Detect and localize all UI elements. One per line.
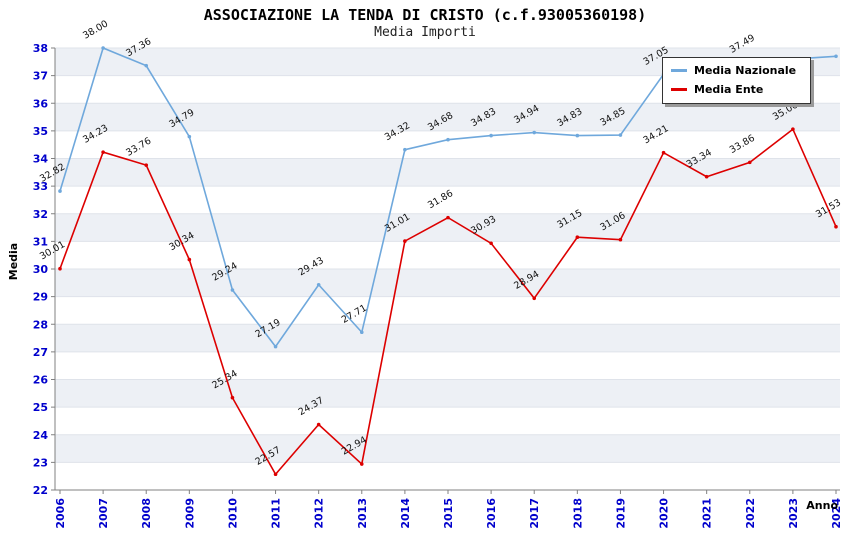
y-tick-label: 22	[33, 484, 48, 497]
data-point	[532, 130, 537, 135]
chart-title: ASSOCIAZIONE LA TENDA DI CRISTO (c.f.930…	[203, 6, 647, 24]
background-bands	[55, 48, 840, 463]
x-tick-label: 2017	[528, 498, 541, 529]
x-tick-label: 2020	[658, 498, 671, 529]
y-tick-label: 29	[33, 291, 48, 304]
x-tick-label: 2022	[744, 498, 757, 529]
x-tick-label: 2018	[571, 498, 584, 529]
data-point	[446, 215, 450, 220]
legend-item-media-nazionale: Media Nazionale	[671, 64, 796, 77]
x-tick-label: 2007	[97, 498, 110, 529]
data-point	[316, 422, 321, 427]
data-point	[187, 134, 192, 139]
data-point	[532, 296, 537, 301]
data-point	[575, 235, 580, 240]
data-point-label: 33.86	[728, 133, 757, 156]
data-point	[273, 472, 278, 477]
x-tick-label: 2024	[830, 498, 843, 529]
legend-line-sample-blue-icon	[671, 69, 687, 72]
legend-label-media-nazionale: Media Nazionale	[694, 64, 797, 77]
data-point	[144, 63, 149, 68]
band-row	[55, 269, 840, 297]
x-tick-label: 2019	[614, 498, 627, 529]
data-point-label: 38.00	[81, 18, 110, 41]
y-tick-label: 34	[33, 153, 49, 166]
data-point-label: 33.76	[124, 136, 153, 159]
band-row	[55, 434, 840, 463]
band-row	[55, 158, 840, 187]
data-point	[446, 137, 450, 142]
y-tick-label: 28	[33, 318, 48, 331]
y-tick-label: 35	[33, 125, 48, 138]
y-tick-label: 38	[33, 42, 48, 55]
x-tick-label: 2011	[270, 498, 283, 529]
data-point	[618, 237, 623, 242]
y-tick-label: 27	[33, 346, 48, 359]
data-point	[273, 344, 278, 349]
data-point	[101, 46, 105, 50]
x-tick-label: 2023	[787, 498, 800, 529]
y-axis-ticks: 22 23 24 25 26 27 28 29 30 31 32 33 34 35 36 37 38	[33, 42, 55, 497]
x-tick-label: 2009	[183, 498, 196, 529]
x-tick-label: 2012	[313, 498, 326, 529]
data-point	[359, 330, 364, 335]
y-tick-label: 26	[33, 374, 49, 387]
y-tick-label: 30	[33, 263, 49, 276]
y-axis-title: Media	[7, 242, 21, 281]
data-point	[791, 127, 795, 132]
data-point	[58, 266, 62, 271]
data-point	[316, 282, 321, 287]
x-axis-ticks: 2006 2007 2008 2009 2010 2011 2012 2013 2014 2015…	[54, 490, 843, 529]
data-point	[747, 160, 752, 165]
chart-subtitle: Media Importi	[374, 25, 476, 40]
data-point	[101, 150, 105, 154]
y-tick-label: 36	[33, 97, 49, 110]
x-tick-label: 2006	[54, 498, 67, 529]
data-point	[489, 133, 493, 138]
data-point-label: 31.86	[426, 188, 455, 211]
gridlines	[55, 47, 840, 491]
data-point	[230, 395, 235, 400]
legend-item-media-ente: Media Ente	[671, 83, 796, 96]
data-point	[834, 54, 838, 59]
data-point	[187, 257, 192, 262]
legend-line-sample-red-icon	[671, 88, 687, 91]
x-tick-label: 2016	[485, 498, 498, 529]
legend-label-media-ente: Media Ente	[694, 83, 764, 96]
legend: Media Nazionale Media Ente	[662, 57, 812, 104]
y-tick-label: 23	[33, 456, 48, 469]
data-point	[144, 163, 149, 167]
y-tick-label: 33	[33, 180, 48, 193]
data-point	[575, 133, 580, 138]
y-tick-label: 32	[33, 208, 48, 221]
y-tick-label: 31	[33, 235, 48, 248]
band-row	[55, 324, 840, 352]
data-point	[618, 133, 623, 137]
x-tick-label: 2013	[356, 498, 369, 529]
data-point	[834, 224, 838, 229]
y-tick-label: 25	[33, 401, 48, 414]
band-row	[55, 379, 840, 408]
data-point	[58, 189, 62, 193]
y-tick-label: 24	[33, 429, 49, 442]
data-point	[230, 288, 235, 292]
data-point	[661, 150, 666, 155]
data-point	[489, 241, 493, 246]
data-point	[704, 174, 709, 179]
x-tick-label: 2008	[140, 498, 153, 529]
x-axis-title: Anno	[806, 499, 838, 512]
data-point	[403, 147, 407, 152]
x-tick-label: 2010	[226, 498, 239, 529]
data-point	[403, 239, 407, 243]
data-point	[359, 462, 364, 466]
band-row	[55, 103, 840, 131]
x-tick-label: 2021	[701, 498, 714, 529]
x-tick-label: 2015	[442, 498, 455, 529]
x-tick-label: 2014	[399, 498, 412, 529]
y-tick-label: 37	[33, 70, 48, 83]
